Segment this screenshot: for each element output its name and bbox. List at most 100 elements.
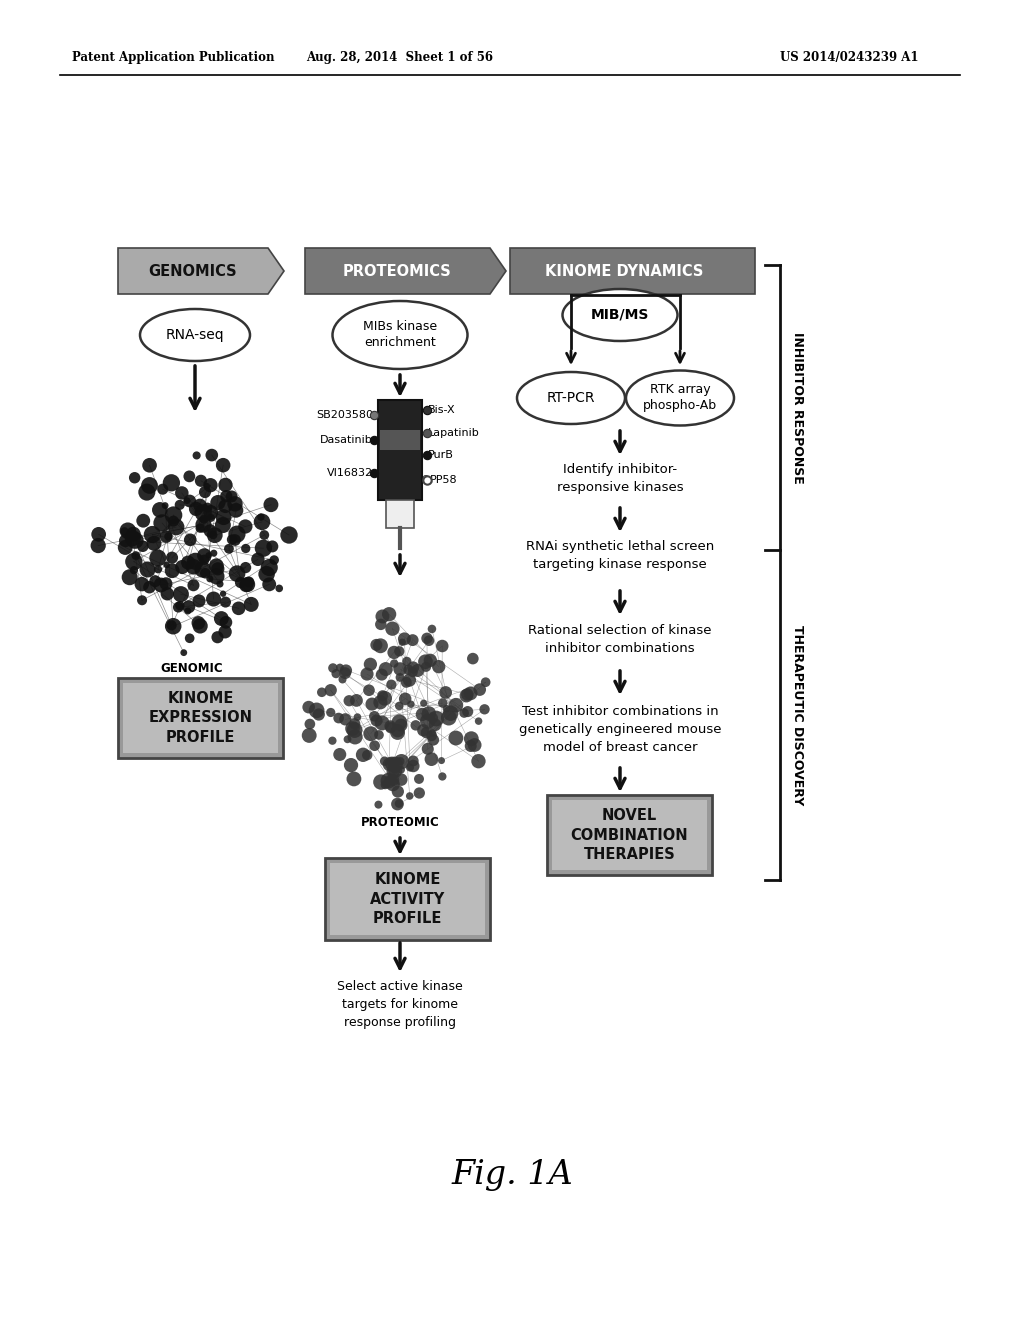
Point <box>150 558 166 579</box>
Ellipse shape <box>333 301 468 370</box>
FancyBboxPatch shape <box>123 682 278 752</box>
Point <box>423 748 439 770</box>
Point <box>191 615 208 636</box>
Point <box>325 730 341 751</box>
Point <box>470 710 486 731</box>
Point <box>367 735 383 756</box>
Point <box>393 770 410 791</box>
Point <box>384 752 400 774</box>
Point <box>165 615 181 636</box>
Point <box>228 524 245 545</box>
Point <box>138 482 155 503</box>
Point <box>128 545 144 566</box>
Text: Rational selection of kinase
inhibitor combinations: Rational selection of kinase inhibitor c… <box>528 624 712 655</box>
Point <box>447 727 464 748</box>
Point <box>185 556 202 577</box>
Point <box>422 649 438 671</box>
Point <box>382 754 398 775</box>
Point <box>323 702 339 723</box>
Point <box>218 486 234 507</box>
Point <box>424 618 440 639</box>
Point <box>168 516 184 537</box>
Point <box>401 756 418 777</box>
Point <box>147 570 164 591</box>
Point <box>387 754 403 775</box>
Point <box>373 614 389 635</box>
Point <box>207 524 223 545</box>
Point <box>187 499 204 520</box>
Point <box>238 516 254 537</box>
Point <box>408 715 424 737</box>
Text: GENOMIC: GENOMIC <box>160 661 222 675</box>
Point <box>221 539 238 560</box>
Point <box>210 558 226 579</box>
Point <box>471 678 487 700</box>
Point <box>470 751 486 772</box>
Point <box>160 525 176 546</box>
Point <box>174 482 190 503</box>
Point <box>381 770 397 791</box>
Point <box>266 549 283 570</box>
Point <box>196 513 212 535</box>
Point <box>391 793 408 814</box>
Point <box>256 524 272 545</box>
Point <box>158 525 174 546</box>
Point <box>255 537 271 558</box>
Text: US 2014/0243239 A1: US 2014/0243239 A1 <box>780 51 919 65</box>
Point <box>406 755 422 776</box>
Point <box>141 475 158 496</box>
Point <box>404 630 421 651</box>
Point <box>175 642 191 663</box>
Point <box>253 507 269 528</box>
Point <box>337 709 353 730</box>
Point <box>346 713 362 734</box>
Point <box>425 708 441 729</box>
Point <box>261 574 278 595</box>
Point <box>384 618 400 639</box>
Point <box>414 704 430 725</box>
Point <box>122 566 138 587</box>
Point <box>197 545 213 566</box>
Text: KINOME
ACTIVITY
PROFILE: KINOME ACTIVITY PROFILE <box>370 871 445 927</box>
FancyBboxPatch shape <box>378 400 422 500</box>
Point <box>238 557 254 578</box>
Point <box>281 524 297 545</box>
Text: RNAi synthetic lethal screen
targeting kinase response: RNAi synthetic lethal screen targeting k… <box>526 540 714 572</box>
Point <box>238 574 254 595</box>
Point <box>208 566 224 587</box>
Point <box>362 653 379 675</box>
Point <box>188 445 205 466</box>
Point <box>379 774 395 795</box>
Point <box>152 499 168 520</box>
Text: GENOMICS: GENOMICS <box>148 264 238 279</box>
Point <box>215 515 231 536</box>
Point <box>383 717 399 738</box>
Point <box>240 574 256 595</box>
Point <box>360 680 377 701</box>
Point <box>158 573 174 594</box>
Point <box>271 578 288 599</box>
Point <box>337 663 353 684</box>
Point <box>465 648 481 669</box>
Point <box>203 507 219 528</box>
FancyBboxPatch shape <box>386 500 414 528</box>
Point <box>126 550 142 572</box>
Point <box>224 529 241 550</box>
Point <box>172 494 188 515</box>
Polygon shape <box>118 248 284 294</box>
Text: Test inhibitor combinations in
genetically engineered mouse
model of breast canc: Test inhibitor combinations in genetical… <box>519 705 721 754</box>
Text: Bis-X: Bis-X <box>428 405 456 414</box>
Point <box>125 528 141 549</box>
Point <box>209 627 225 648</box>
Point <box>213 609 229 630</box>
Point <box>141 454 158 475</box>
Point <box>181 628 198 649</box>
Point <box>463 682 479 704</box>
Text: Lapatinib: Lapatinib <box>428 428 480 438</box>
Text: MIB/MS: MIB/MS <box>591 308 649 322</box>
Point <box>396 628 413 649</box>
Point <box>373 771 389 792</box>
Point <box>341 690 357 711</box>
Point <box>212 573 228 594</box>
Point <box>182 529 199 550</box>
